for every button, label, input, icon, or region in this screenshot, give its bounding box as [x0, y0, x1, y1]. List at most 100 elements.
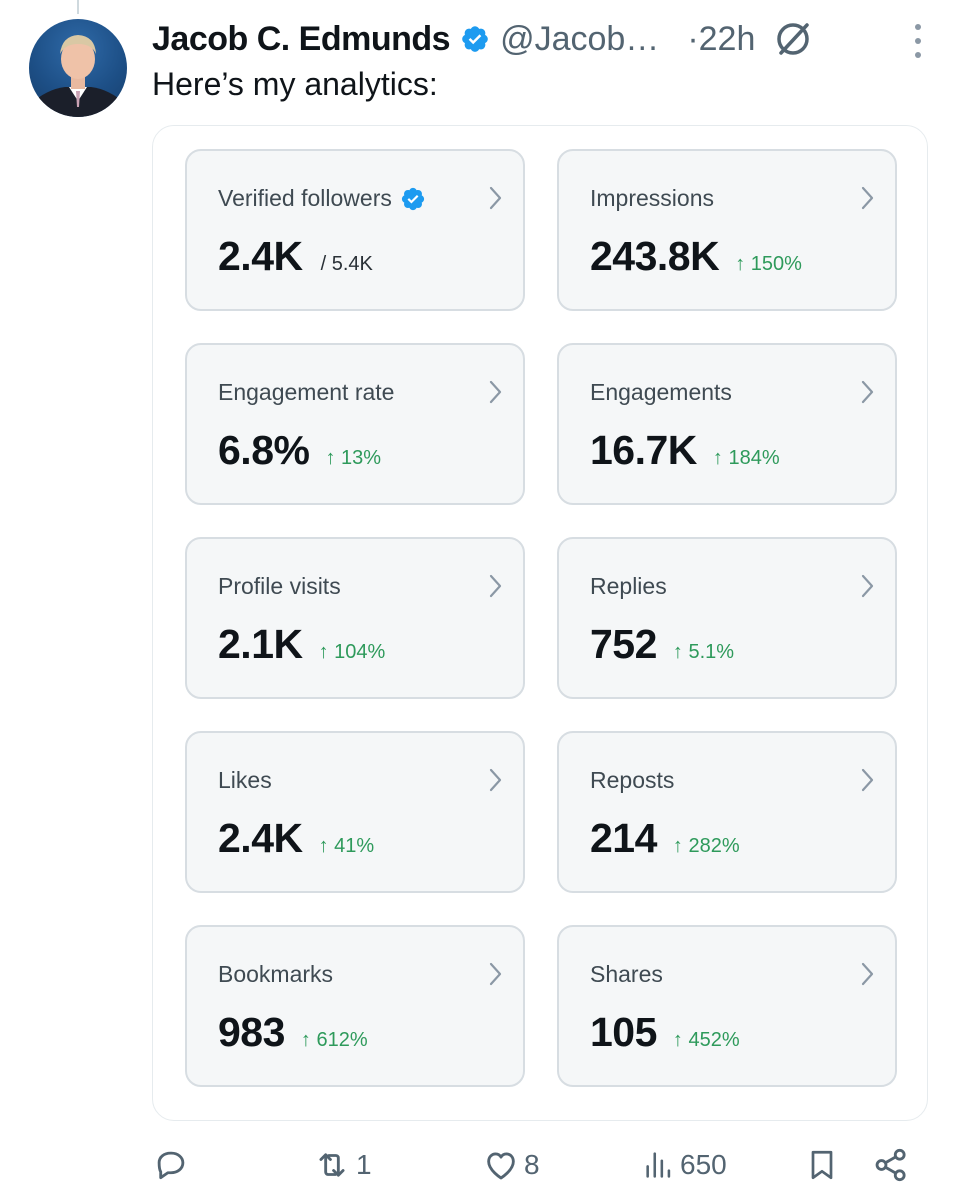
repost-icon: [312, 1146, 352, 1184]
reply-icon: [152, 1146, 190, 1184]
share-icon: [872, 1146, 910, 1184]
metric-label-text: Reposts: [590, 767, 675, 793]
like-count: 8: [524, 1149, 540, 1180]
metric-value: 2.1K: [218, 621, 303, 667]
metric-label: Reposts: [590, 767, 674, 794]
chevron-right-icon[interactable]: [489, 767, 503, 793]
metric-change: ↑ 41%: [318, 835, 375, 857]
metric-label-text: Engagement rate: [218, 379, 395, 405]
like-button[interactable]: 8: [482, 1140, 540, 1190]
metric-card-bookmarks[interactable]: Bookmarks 983 ↑ 612%: [185, 925, 525, 1087]
metric-card-impressions[interactable]: Impressions 243.8K ↑ 150%: [557, 149, 897, 311]
metric-value: 105: [590, 1009, 657, 1055]
bookmark-icon: [804, 1145, 840, 1185]
views-icon: [642, 1146, 676, 1184]
analytics-image[interactable]: Verified followers 2.4K / 5.4K Impressions 2…: [152, 125, 928, 1121]
metric-value: 752: [590, 621, 657, 667]
metric-change: ↑ 13%: [325, 447, 382, 469]
metrics-grid: Verified followers 2.4K / 5.4K Impressions 2…: [185, 149, 897, 1087]
metric-change: ↑ 282%: [672, 835, 740, 857]
views-button[interactable]: 650: [642, 1140, 727, 1190]
metric-label: Engagement rate: [218, 379, 394, 406]
metric-label: Impressions: [590, 185, 714, 212]
metric-value-row: 2.1K ↑ 104%: [218, 621, 385, 668]
metric-value: 2.4K: [218, 233, 303, 279]
metric-change: ↑ 612%: [300, 1029, 368, 1051]
metric-change: ↑ 452%: [672, 1029, 740, 1051]
more-icon[interactable]: [908, 24, 928, 58]
chevron-right-icon[interactable]: [861, 185, 875, 211]
chevron-right-icon[interactable]: [489, 185, 503, 211]
chevron-right-icon[interactable]: [861, 379, 875, 405]
tweet-text: Here’s my analytics:: [152, 66, 438, 102]
bookmark-button[interactable]: [804, 1140, 840, 1190]
metric-change: ↑ 150%: [735, 253, 802, 275]
metric-label: Engagements: [590, 379, 732, 406]
metric-label-text: Verified followers: [218, 185, 392, 211]
metric-value-row: 6.8% ↑ 13%: [218, 427, 381, 474]
metric-value-row: 105 ↑ 452%: [590, 1009, 740, 1056]
metric-label-text: Likes: [218, 767, 272, 793]
metric-label: Bookmarks: [218, 961, 333, 988]
avatar[interactable]: [29, 19, 127, 117]
metric-card-likes[interactable]: Likes 2.4K ↑ 41%: [185, 731, 525, 893]
grok-icon[interactable]: [773, 19, 813, 59]
metric-label: Verified followers: [218, 185, 426, 212]
metric-card-replies[interactable]: Replies 752 ↑ 5.1%: [557, 537, 897, 699]
metric-label-text: Engagements: [590, 379, 732, 405]
metric-card-profile-visits[interactable]: Profile visits 2.1K ↑ 104%: [185, 537, 525, 699]
metric-label: Shares: [590, 961, 663, 988]
metric-value: 6.8%: [218, 427, 310, 473]
metric-total: / 5.4K: [320, 253, 373, 275]
views-count: 650: [680, 1149, 727, 1180]
repost-count: 1: [356, 1149, 372, 1180]
metric-value: 983: [218, 1009, 285, 1055]
metric-value-row: 983 ↑ 612%: [218, 1009, 368, 1056]
chevron-right-icon[interactable]: [489, 961, 503, 987]
chevron-right-icon[interactable]: [861, 961, 875, 987]
repost-button[interactable]: 1: [312, 1140, 372, 1190]
metric-label: Profile visits: [218, 573, 341, 600]
like-icon: [482, 1146, 520, 1184]
avatar-portrait-icon: [29, 35, 127, 117]
metric-value: 214: [590, 815, 657, 861]
tweet-header: Jacob C. Edmunds @Jacob… ·22h: [152, 14, 928, 64]
metric-value-row: 16.7K ↑ 184%: [590, 427, 780, 474]
metric-value: 2.4K: [218, 815, 303, 861]
metric-value-row: 752 ↑ 5.1%: [590, 621, 734, 668]
author-handle[interactable]: @Jacob…: [500, 19, 660, 58]
metric-label-text: Shares: [590, 961, 663, 987]
metric-card-engagement-rate[interactable]: Engagement rate 6.8% ↑ 13%: [185, 343, 525, 505]
metric-value-row: 214 ↑ 282%: [590, 815, 740, 862]
thread-connector-line: [77, 0, 79, 14]
metric-card-reposts[interactable]: Reposts 214 ↑ 282%: [557, 731, 897, 893]
reply-button[interactable]: [152, 1140, 194, 1190]
timestamp[interactable]: ·22h: [687, 19, 756, 58]
chevron-right-icon[interactable]: [489, 573, 503, 599]
metric-change: ↑ 104%: [318, 641, 386, 663]
metric-label-text: Replies: [590, 573, 667, 599]
share-button[interactable]: [872, 1140, 910, 1190]
author-name[interactable]: Jacob C. Edmunds: [152, 19, 451, 58]
verified-badge-icon: [460, 24, 490, 54]
metric-card-shares[interactable]: Shares 105 ↑ 452%: [557, 925, 897, 1087]
metric-value: 243.8K: [590, 233, 720, 279]
tweet-actions: 1 8 650: [152, 1140, 922, 1190]
chevron-right-icon[interactable]: [861, 573, 875, 599]
metric-change: ↑ 184%: [712, 447, 780, 469]
chevron-right-icon[interactable]: [861, 767, 875, 793]
metric-label: Likes: [218, 767, 272, 794]
metric-card-verified-followers[interactable]: Verified followers 2.4K / 5.4K: [185, 149, 525, 311]
metric-value: 16.7K: [590, 427, 697, 473]
verified-badge-icon: [400, 186, 426, 212]
metric-label-text: Profile visits: [218, 573, 341, 599]
metric-change: ↑ 5.1%: [672, 641, 735, 663]
metric-label-text: Bookmarks: [218, 961, 334, 987]
metric-label-text: Impressions: [590, 185, 714, 211]
metric-label: Replies: [590, 573, 667, 600]
metric-value-row: 2.4K ↑ 41%: [218, 815, 374, 862]
metric-value-row: 2.4K / 5.4K: [218, 233, 373, 280]
metric-card-engagements[interactable]: Engagements 16.7K ↑ 184%: [557, 343, 897, 505]
metric-value-row: 243.8K ↑ 150%: [590, 233, 802, 280]
chevron-right-icon[interactable]: [489, 379, 503, 405]
